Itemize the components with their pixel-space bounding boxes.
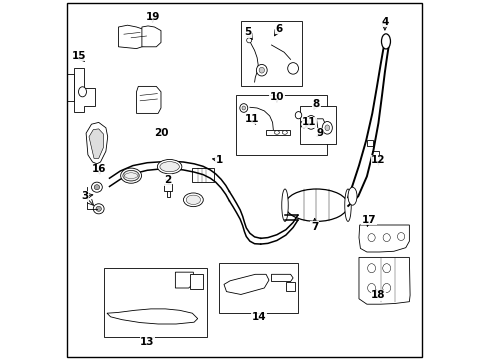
- Polygon shape: [107, 309, 197, 324]
- Ellipse shape: [367, 264, 375, 273]
- Ellipse shape: [157, 159, 182, 174]
- Ellipse shape: [381, 34, 390, 49]
- Ellipse shape: [281, 189, 287, 221]
- Text: 19: 19: [145, 12, 160, 22]
- Ellipse shape: [322, 122, 332, 134]
- Text: 17: 17: [361, 215, 375, 225]
- Ellipse shape: [397, 233, 404, 240]
- Text: 10: 10: [269, 92, 284, 102]
- Text: 13: 13: [140, 337, 154, 347]
- Polygon shape: [164, 184, 171, 191]
- Text: 15: 15: [72, 51, 86, 61]
- Polygon shape: [175, 272, 193, 288]
- Polygon shape: [192, 168, 213, 182]
- Bar: [235, 95, 326, 155]
- Ellipse shape: [325, 125, 329, 131]
- Text: 4: 4: [381, 17, 388, 27]
- Bar: [219, 263, 297, 313]
- Polygon shape: [265, 130, 289, 135]
- Ellipse shape: [382, 234, 389, 242]
- Bar: [104, 268, 206, 337]
- Ellipse shape: [242, 106, 245, 110]
- Bar: [300, 106, 336, 144]
- Ellipse shape: [295, 112, 301, 119]
- Text: 11: 11: [244, 114, 259, 124]
- Polygon shape: [142, 26, 161, 47]
- Ellipse shape: [183, 193, 203, 207]
- Ellipse shape: [300, 121, 306, 128]
- Polygon shape: [73, 68, 95, 112]
- Polygon shape: [316, 119, 325, 131]
- Polygon shape: [89, 129, 103, 158]
- Polygon shape: [224, 274, 268, 294]
- Polygon shape: [86, 122, 107, 164]
- Ellipse shape: [344, 189, 350, 221]
- Text: 1: 1: [215, 155, 223, 165]
- Ellipse shape: [305, 116, 316, 129]
- Polygon shape: [371, 151, 379, 161]
- Ellipse shape: [308, 119, 313, 126]
- Text: 7: 7: [310, 222, 318, 232]
- Polygon shape: [285, 282, 294, 291]
- Ellipse shape: [79, 87, 86, 97]
- Ellipse shape: [94, 185, 100, 190]
- Ellipse shape: [285, 189, 347, 221]
- Ellipse shape: [382, 264, 390, 273]
- Polygon shape: [358, 257, 409, 304]
- Ellipse shape: [121, 168, 141, 183]
- Polygon shape: [166, 191, 169, 197]
- Ellipse shape: [96, 206, 101, 211]
- Ellipse shape: [282, 131, 287, 134]
- Text: 8: 8: [312, 99, 320, 109]
- Bar: [241, 21, 302, 86]
- Ellipse shape: [246, 38, 251, 43]
- Ellipse shape: [93, 204, 104, 214]
- Ellipse shape: [274, 131, 279, 134]
- Ellipse shape: [186, 195, 200, 204]
- Ellipse shape: [122, 170, 139, 181]
- Polygon shape: [358, 225, 408, 252]
- Polygon shape: [118, 25, 147, 49]
- Ellipse shape: [160, 162, 179, 172]
- Ellipse shape: [367, 234, 374, 242]
- Ellipse shape: [239, 104, 247, 112]
- Text: 3: 3: [81, 191, 88, 201]
- Ellipse shape: [367, 284, 375, 293]
- Ellipse shape: [256, 64, 266, 76]
- Ellipse shape: [382, 284, 390, 293]
- Ellipse shape: [91, 182, 102, 192]
- Polygon shape: [271, 274, 292, 282]
- Polygon shape: [67, 74, 73, 101]
- Text: 6: 6: [275, 24, 282, 34]
- Ellipse shape: [287, 63, 298, 74]
- Text: 14: 14: [251, 312, 265, 322]
- Text: 20: 20: [154, 128, 169, 138]
- Text: 12: 12: [370, 155, 385, 165]
- Polygon shape: [136, 86, 161, 113]
- Polygon shape: [189, 274, 203, 289]
- Text: 2: 2: [164, 175, 171, 185]
- Ellipse shape: [259, 67, 264, 73]
- Text: 18: 18: [370, 290, 385, 300]
- Ellipse shape: [347, 187, 356, 205]
- Text: 5: 5: [244, 27, 251, 37]
- Text: 16: 16: [91, 164, 106, 174]
- Text: 9: 9: [316, 128, 323, 138]
- Text: 11: 11: [302, 117, 316, 127]
- Polygon shape: [366, 140, 373, 146]
